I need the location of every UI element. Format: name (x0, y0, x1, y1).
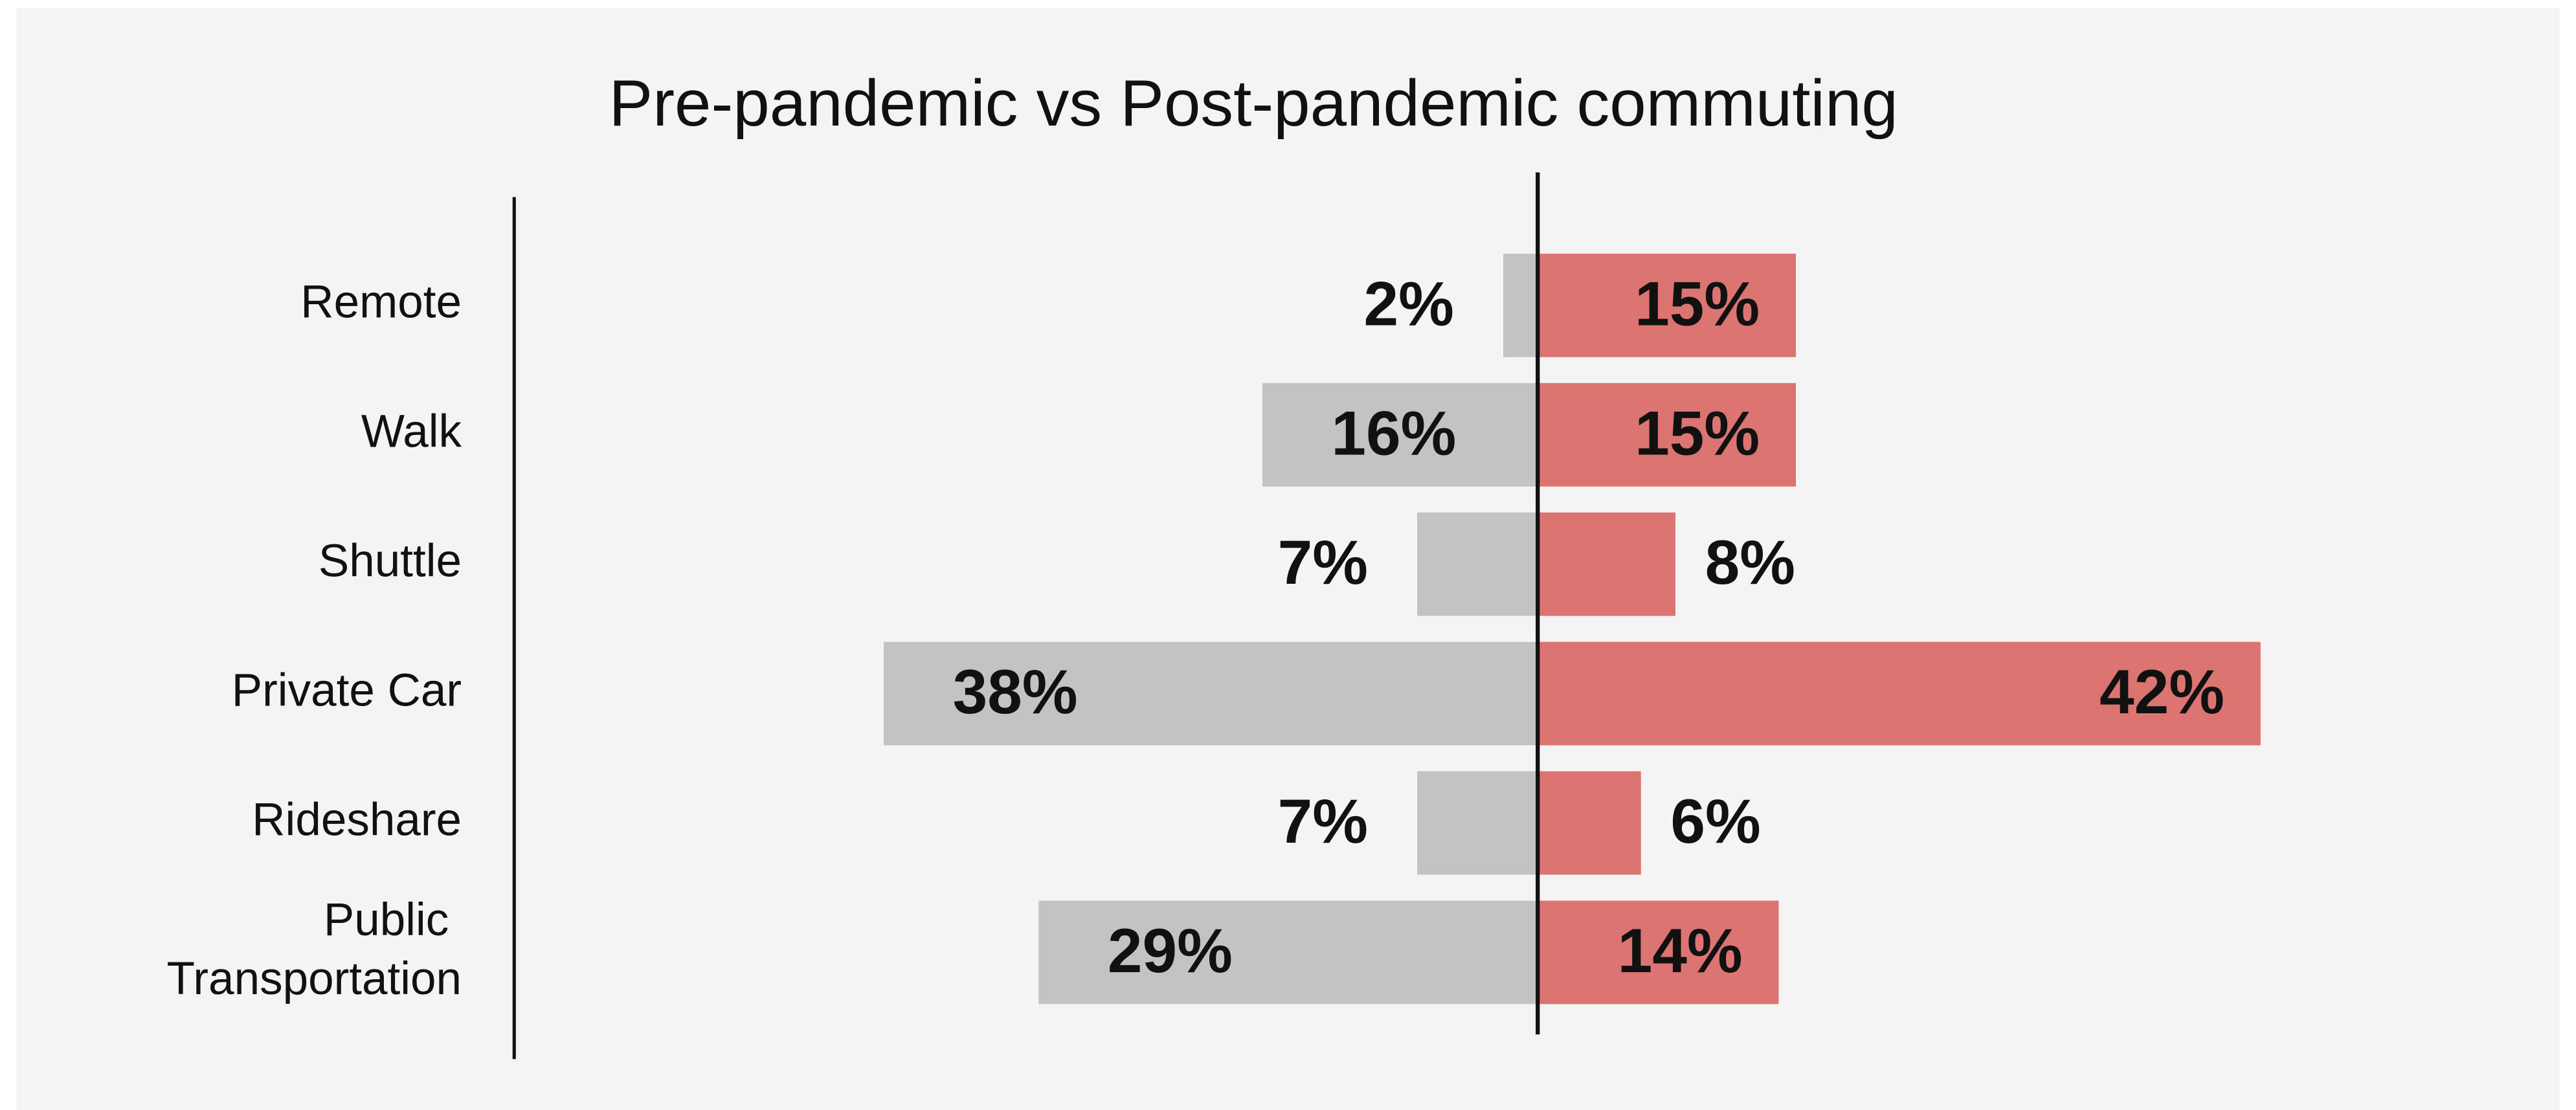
value-label: 7% (1278, 787, 1368, 856)
value-label: 8% (1705, 528, 1795, 597)
category-label-line: Public (324, 894, 462, 946)
value-label: 42% (2100, 658, 2224, 727)
value-label: 14% (1618, 916, 1743, 986)
bar (1417, 512, 1538, 616)
bar (884, 641, 1538, 746)
category-label: Walk (361, 406, 462, 458)
category-label: Rideshare (252, 794, 462, 845)
bar (1503, 253, 1538, 357)
chart-title: Pre-pandemic vs Post-pandemic commuting (609, 66, 1898, 140)
value-label: 6% (1670, 787, 1760, 856)
bar (1538, 900, 1779, 1005)
category-label: Private Car (232, 665, 462, 716)
value-label: 7% (1278, 528, 1368, 597)
category-label-line: Transportation (167, 953, 462, 1005)
bar (1417, 771, 1538, 875)
value-label: 2% (1364, 269, 1454, 339)
category-label: Shuttle (319, 535, 462, 586)
value-label: 16% (1331, 399, 1456, 468)
category-label: Public Transportation (167, 894, 462, 1005)
value-label: 38% (953, 658, 1078, 727)
bar (1262, 383, 1538, 487)
bar (1538, 512, 1675, 616)
value-label: 29% (1108, 916, 1233, 986)
value-label: 15% (1635, 399, 1760, 468)
bar (1538, 253, 1796, 357)
bar (1538, 383, 1796, 487)
value-label: 15% (1635, 269, 1760, 339)
bar (1538, 641, 2261, 746)
category-label: Remote (300, 277, 462, 328)
bar (1538, 771, 1641, 875)
bar (1038, 900, 1538, 1005)
